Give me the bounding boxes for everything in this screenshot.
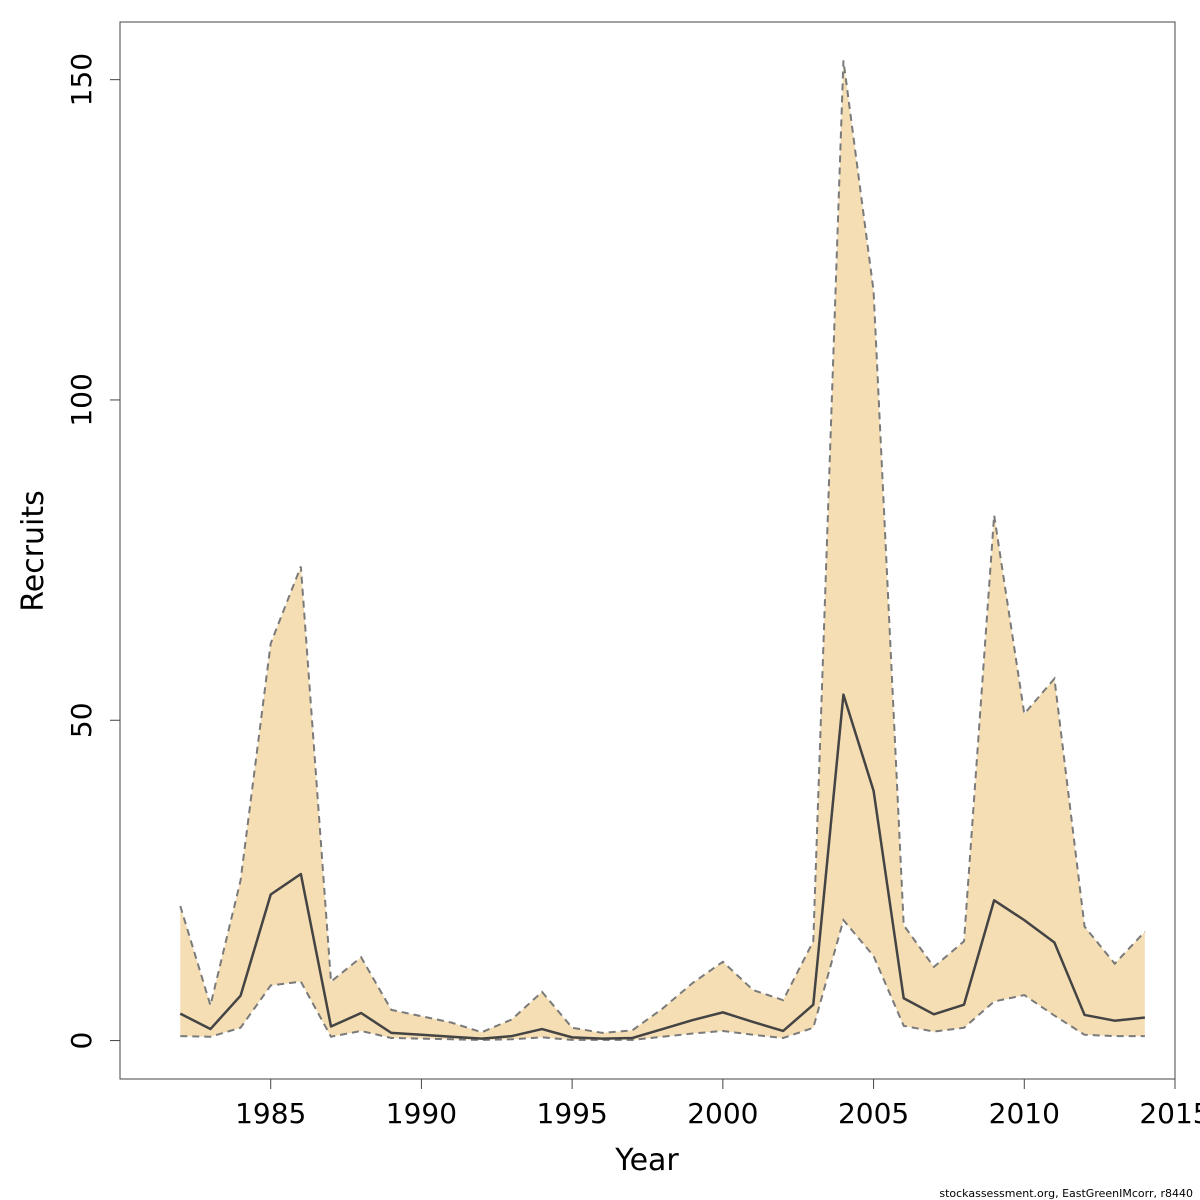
x-tick-label: 2000 [687, 1097, 758, 1130]
x-tick-label: 2010 [989, 1097, 1060, 1130]
x-tick-label: 1990 [386, 1097, 457, 1130]
x-axis: 1985 1990 1995 2000 2005 2010 2015 [235, 1078, 1200, 1130]
x-axis-title: Year [614, 1143, 679, 1178]
confidence-band-layer [179, 60, 1146, 1041]
band-upper-bound [179, 60, 1146, 1034]
x-tick-label: 1995 [537, 1097, 608, 1130]
x-tick-label: 1985 [235, 1097, 306, 1130]
y-tick-label: 150 [65, 53, 98, 106]
x-tick-label: 2005 [838, 1097, 909, 1130]
series-line-layer [179, 693, 1145, 1040]
band-lower-bound [180, 918, 1145, 1041]
x-tick-label: 2015 [1139, 1097, 1200, 1130]
footnote: stockassessment.org, EastGreenIMcorr, r8… [939, 1187, 1193, 1200]
confidence-band [180, 60, 1145, 1040]
recruits-line [179, 693, 1145, 1040]
y-tick-label: 0 [65, 1032, 98, 1050]
y-tick-label: 50 [65, 702, 98, 738]
y-axis: 0 50 100 150 [65, 53, 121, 1050]
y-axis-title: Recruits [16, 490, 51, 612]
y-tick-label: 100 [65, 373, 98, 426]
